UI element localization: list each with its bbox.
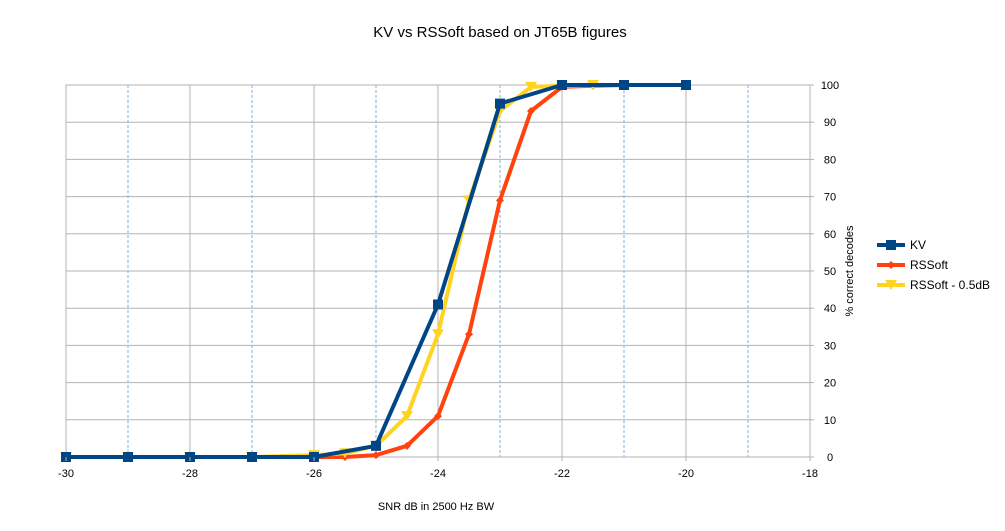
x-tick-label: -24 xyxy=(430,468,446,480)
data-point xyxy=(619,80,629,90)
data-point xyxy=(372,451,380,460)
y-tick-label: 60 xyxy=(824,229,836,241)
data-point xyxy=(432,329,444,340)
y-tick-label: 40 xyxy=(824,303,836,315)
x-axis-ticks: -30 -28 -26 -24 -22 -20 -18 xyxy=(58,457,818,480)
y-tick-label: 80 xyxy=(824,154,836,166)
data-point xyxy=(527,107,535,116)
data-point xyxy=(123,452,133,462)
chart-title: KV vs RSSoft based on JT65B figures xyxy=(373,24,626,41)
y-tick-label: 20 xyxy=(824,378,836,390)
data-point xyxy=(495,98,505,109)
legend-item: KV xyxy=(877,238,926,252)
legend: KV RSSoft RSSoft - 0.5dB xyxy=(877,238,990,292)
y-tick-label: 90 xyxy=(824,117,836,129)
data-point xyxy=(401,411,413,422)
legend-label: RSSoft - 0.5dB xyxy=(910,278,990,292)
y-tick-label: 70 xyxy=(824,192,836,204)
y-tick-label: 30 xyxy=(824,340,836,352)
data-point xyxy=(681,80,691,90)
legend-swatch-marker xyxy=(885,280,897,290)
data-point xyxy=(371,440,381,451)
data-point xyxy=(247,452,257,462)
x-tick-label: -22 xyxy=(554,468,570,480)
y-tick-label: 10 xyxy=(824,415,836,427)
data-point xyxy=(434,412,442,421)
y-tick-label: 0 xyxy=(827,452,833,464)
data-point xyxy=(525,81,537,92)
y-tick-label: 50 xyxy=(824,266,836,278)
x-tick-label: -20 xyxy=(678,468,694,480)
legend-item: RSSoft - 0.5dB xyxy=(877,278,990,292)
x-axis-label: SNR dB in 2500 Hz BW xyxy=(378,501,495,513)
x-tick-label: -30 xyxy=(58,468,74,480)
legend-label: KV xyxy=(910,238,926,252)
data-point xyxy=(557,80,567,90)
legend-swatch-marker xyxy=(886,240,896,250)
y-axis-ticks: 0 10 20 30 40 50 60 70 80 90 100 xyxy=(810,80,839,464)
legend-swatch-marker xyxy=(887,261,895,269)
legend-item: RSSoft xyxy=(877,258,949,272)
x-tick-label: -26 xyxy=(306,468,322,480)
legend-label: RSSoft xyxy=(910,258,949,272)
series-layer xyxy=(60,80,691,462)
data-point xyxy=(496,196,504,205)
data-point xyxy=(433,299,443,310)
y-axis-label: % correct decodes xyxy=(844,225,856,317)
x-tick-label: -18 xyxy=(802,468,818,480)
y-tick-label: 100 xyxy=(821,80,839,92)
data-point xyxy=(465,330,473,339)
data-point xyxy=(403,441,411,450)
x-tick-label: -28 xyxy=(182,468,198,480)
